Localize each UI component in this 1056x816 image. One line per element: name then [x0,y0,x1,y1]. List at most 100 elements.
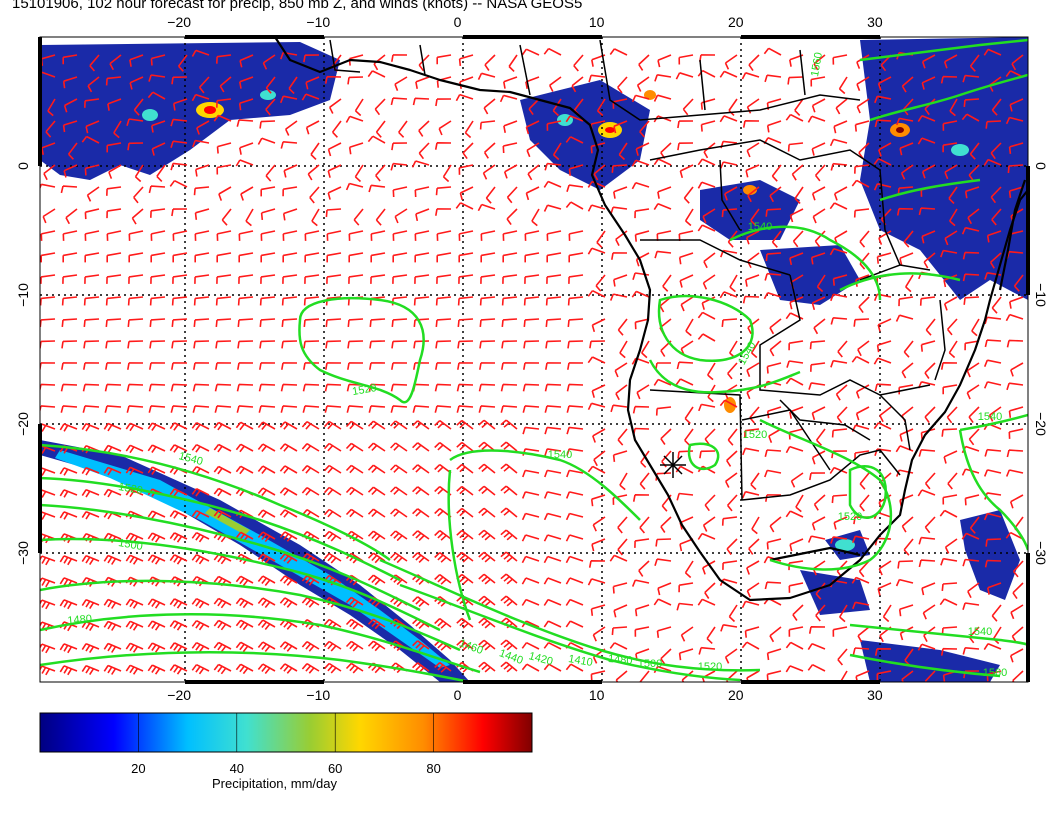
wind-barb [697,224,716,232]
wind-barb [812,208,826,224]
wind-barb [568,274,584,284]
wind-barb [592,516,606,532]
lon-tick-label-bottom: −20 [167,687,191,703]
wind-barb [147,664,166,675]
wind-barb [237,362,254,370]
wind-barb [990,142,1002,160]
wind-barb [544,469,562,478]
wind-barb [857,626,870,643]
wind-barb [727,428,738,446]
wind-barb [839,604,848,623]
wind-barb [697,333,716,342]
wind-barb [413,296,430,306]
colorbar-title: Precipitation, mm/day [212,776,337,791]
wind-barb [962,558,980,567]
wind-barb [390,405,408,413]
wind-barb [543,534,562,542]
wind-barb [921,582,936,596]
coastlines [274,37,1028,602]
wind-barb [62,120,78,133]
wind-barb [125,532,144,543]
wind-barb [895,314,914,322]
wind-barb [457,318,474,327]
wind-barb [565,115,584,123]
wind-barb [1005,313,1024,322]
wind-barb [81,576,100,588]
wind-barb [103,642,122,653]
wind-barb [634,318,650,330]
wind-barb [279,531,298,542]
wind-barb [134,164,144,183]
wind-barb [348,142,364,155]
wind-barb [170,162,188,171]
wind-barb [1011,54,1024,71]
wind-barb [434,419,452,430]
wind-barb [327,164,342,178]
wind-barb [284,120,298,136]
wind-barb [195,164,210,177]
wind-barb [811,98,826,113]
wind-barb [787,142,804,152]
wind-barb [634,230,650,242]
wind-barb [545,318,562,327]
wind-barb [596,98,606,117]
contour-label: 1540 [748,221,772,233]
wind-barb [367,486,386,496]
wind-barb [128,274,144,284]
wind-barb [215,318,232,327]
wind-barb [279,509,298,518]
wind-barb [191,553,210,565]
wind-barb [81,642,100,654]
wind-barb [412,420,430,430]
wind-barb [619,472,628,491]
wind-barb [169,532,188,543]
wind-barb [235,421,254,431]
wind-barb [258,383,276,392]
wind-barb [544,405,562,413]
wind-barb [235,619,254,631]
wind-barb [127,340,144,349]
wind-barb [903,230,914,248]
wind-barb [588,560,606,568]
wind-barb [703,252,716,269]
wind-barb [785,113,804,122]
wind-barb [216,54,232,64]
wind-barb [961,226,980,235]
wind-barb [213,465,232,475]
wind-barb [500,617,518,629]
wind-barb [746,142,760,158]
wind-barb [855,384,870,399]
wind-barb [795,494,804,513]
wind-barb [742,120,760,128]
wind-barb [213,509,232,519]
wind-barb [545,362,562,370]
wind-barb [345,618,364,630]
wind-barb [543,47,562,56]
wind-barb [830,162,848,171]
wind-barb [991,604,1002,622]
wind-barb [500,507,518,518]
wind-barb [128,230,144,241]
wind-barb [837,340,848,358]
wind-barb [830,359,848,368]
wind-barb [235,531,254,543]
wind-barb [279,487,298,496]
wind-barb [543,620,562,628]
wind-barb [590,142,606,154]
wind-barb [126,383,144,392]
wind-barb [370,230,386,241]
wind-barb [565,555,584,564]
wind-barb [61,362,78,370]
wind-barb [833,516,848,530]
wind-barb [748,538,760,555]
wind-barb [587,465,606,474]
wind-barb [609,642,628,650]
wind-barb [918,559,936,568]
wind-barb [654,74,672,82]
wind-barb [905,274,914,293]
wind-barb [722,560,738,570]
wind-barb [62,274,78,284]
map-title: 15101906, 102 hour forecast for precip, … [12,0,583,12]
wind-barb [635,142,650,156]
